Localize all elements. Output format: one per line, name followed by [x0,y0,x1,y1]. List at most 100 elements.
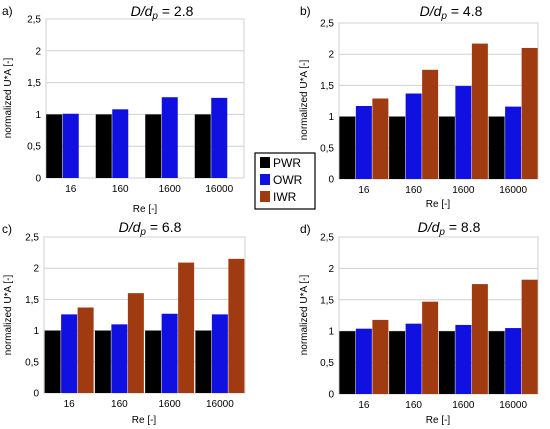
legend-swatch-iwr [260,191,270,202]
y-axis-title: normalized U*A [-] [3,274,14,355]
y-tick-label: 1,5 [320,295,334,306]
legend-swatch-owr [260,174,270,185]
bar-pwr-160 [389,331,406,394]
panel-title-main: D/d [131,3,154,19]
bar-iwr-1600 [471,284,488,394]
chart-panel-1: 0 0,5 1 1,5 2 2,5 16 160 1600 16000 Re [-] normaliz… [2,3,245,215]
legend-swatch-pwr [260,157,270,168]
y-tick-label: 1 [328,112,334,123]
panel-title-main: D/d [418,219,441,235]
bar-pwr-160 [95,114,112,178]
bar-owr-16 [355,328,372,394]
bar-owr-16 [62,113,79,178]
y-tick-label: 1,5 [27,78,41,89]
panel-title-value: = 8.8 [445,219,481,235]
y-tick-label: 0 [33,389,39,400]
chart-panel-2: 0 0,5 1 1,5 2 2,5 16 160 1600 16000 Re [-] normaliz… [299,3,539,210]
y-tick-label: 1,5 [320,81,334,92]
bar-owr-160 [405,323,422,394]
plot-frame [338,22,539,180]
y-tick-label: 0 [328,175,334,186]
legend-label-iwr: IWR [273,190,297,204]
bar-iwr-16000 [228,258,245,393]
panel-title-value: = 4.8 [447,3,483,19]
bar-owr-1600 [161,313,178,393]
bar-owr-160 [112,109,129,178]
bar-pwr-1600 [145,114,162,178]
bar-pwr-1600 [145,330,162,393]
y-tick-label: 2,5 [320,233,334,244]
x-tick-label: 16 [358,400,370,411]
x-axis-title: Re [-] [133,204,158,215]
y-tick-label: 2 [328,264,334,275]
panel-label: d) [300,222,311,236]
chart-panel-3: 0 0,5 1 1,5 2 2,5 16 160 1600 16000 Re [-] normaliz… [2,219,246,426]
y-tick-label: 1 [328,327,334,338]
y-tick-label: 0 [35,174,41,185]
bar-pwr-16 [339,116,356,179]
x-tick-label: 16000 [206,399,234,410]
y-tick-label: 2,5 [25,233,39,244]
plot-frame [338,236,539,395]
x-tick-label: 16000 [499,185,527,196]
bar-owr-1600 [161,97,178,178]
y-tick-label: 2 [33,264,39,275]
panel-title-subscript: p [440,11,447,22]
bar-iwr-16 [372,98,389,179]
bar-pwr-160 [94,330,111,393]
panel-title-value: = 6.8 [146,219,182,235]
x-tick-label: 16 [358,185,370,196]
panel-label: b) [300,4,311,18]
x-tick-label: 160 [111,399,128,410]
y-tick-label: 0,5 [27,142,41,153]
x-tick-label: 160 [405,185,422,196]
bar-owr-16000 [211,97,228,178]
bar-iwr-16000 [521,47,538,180]
y-tick-label: 1 [33,326,39,337]
panel-title: D/dp = 2.8 [131,3,194,22]
y-tick-label: 2,5 [27,15,41,26]
bar-iwr-160 [422,301,439,394]
bar-pwr-1600 [438,116,455,179]
plot-frame [45,18,245,179]
panel-title: D/dp = 8.8 [418,219,481,238]
x-tick-label: 16000 [205,184,233,195]
panel-title-subscript: p [139,227,146,238]
x-tick-label: 1600 [159,184,182,195]
panel-title-main: D/d [119,219,142,235]
y-axis-title: normalized U*A [-] [3,57,14,138]
bar-iwr-1600 [178,262,195,393]
bar-iwr-16 [372,319,389,394]
plot-frame [43,236,246,394]
y-tick-label: 2,5 [320,19,334,30]
bar-iwr-16 [77,307,94,393]
legend-label-pwr: PWR [273,156,301,170]
bar-iwr-160 [127,293,144,393]
y-axis-title: normalized U*A [-] [299,59,310,140]
panel-title-subscript: p [438,227,445,238]
x-tick-label: 1600 [159,399,182,410]
panel-label: c) [2,222,12,236]
x-tick-label: 16 [65,184,77,195]
bar-iwr-1600 [471,43,488,180]
x-tick-label: 160 [405,400,422,411]
bar-owr-16000 [505,328,522,394]
bar-pwr-16 [46,114,63,178]
bar-pwr-1600 [438,331,455,394]
x-tick-label: 16 [64,399,76,410]
x-tick-label: 1600 [452,185,475,196]
panel-label: a) [2,4,13,18]
bar-pwr-16 [339,331,356,394]
y-tick-label: 0,5 [320,358,334,369]
y-axis-title: normalized U*A [-] [299,274,310,355]
panel-title: D/dp = 4.8 [420,3,483,22]
legend: PWR OWR IWR [254,152,316,210]
y-tick-label: 0,5 [25,357,39,368]
x-tick-label: 160 [112,184,129,195]
bar-owr-1600 [455,86,472,179]
x-axis-title: Re [-] [426,199,451,210]
y-tick-label: 2 [328,50,334,61]
y-tick-label: 0,5 [320,143,334,154]
